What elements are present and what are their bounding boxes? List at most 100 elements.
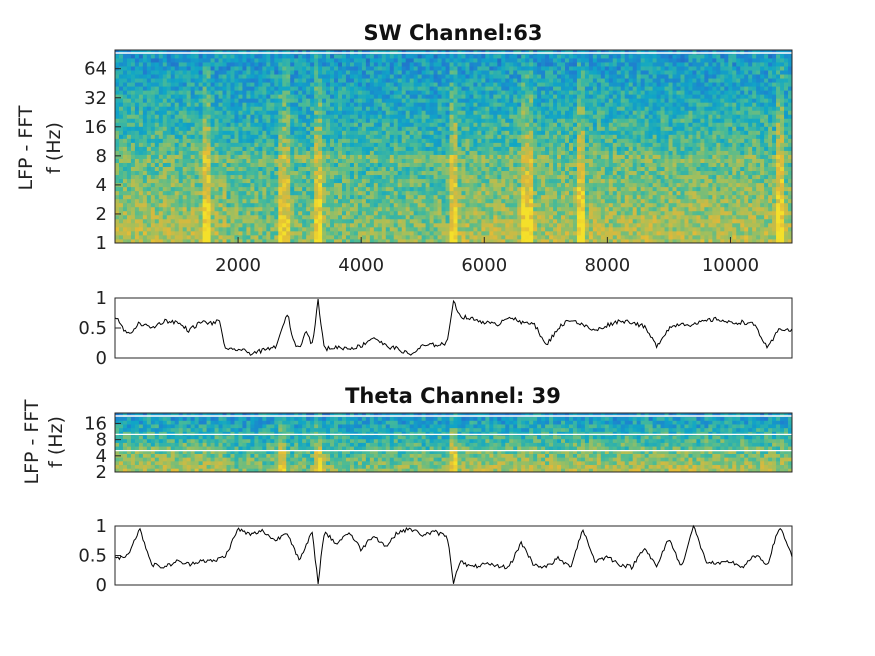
heatmap-cell bbox=[314, 174, 319, 180]
heatmap-cell bbox=[341, 78, 347, 83]
heatmap-cell bbox=[330, 150, 335, 155]
heatmap-cell bbox=[361, 202, 367, 208]
heatmap-cell bbox=[425, 66, 430, 71]
heatmap-cell bbox=[306, 94, 311, 99]
heatmap-cell bbox=[481, 90, 486, 95]
heatmap-cell bbox=[314, 54, 319, 59]
heatmap-cell bbox=[453, 78, 458, 83]
heatmap-cell bbox=[282, 190, 287, 196]
heatmap-cell bbox=[445, 230, 450, 236]
heatmap-cell bbox=[310, 154, 315, 159]
heatmap-cell bbox=[481, 154, 486, 159]
heatmap-cell bbox=[353, 102, 359, 107]
heatmap-cell bbox=[178, 98, 184, 103]
heatmap-cell bbox=[230, 238, 235, 244]
heatmap-cell bbox=[234, 222, 239, 228]
heatmap-cell bbox=[170, 82, 176, 87]
heatmap-cell bbox=[314, 198, 319, 204]
heatmap-cell bbox=[150, 182, 156, 188]
heatmap-cell bbox=[138, 174, 144, 180]
heatmap-cell bbox=[413, 90, 419, 95]
heatmap-cell bbox=[334, 234, 339, 240]
heatmap-cell bbox=[477, 218, 482, 224]
heatmap-cell bbox=[421, 86, 427, 91]
heatmap-cell bbox=[457, 190, 462, 196]
heatmap-cell bbox=[377, 226, 383, 232]
heatmap-cell bbox=[154, 82, 160, 87]
heatmap-cell bbox=[461, 134, 466, 139]
heatmap-cell bbox=[242, 82, 247, 87]
heatmap-cell bbox=[461, 226, 466, 232]
heatmap-cell bbox=[385, 62, 391, 67]
heatmap-cell bbox=[178, 130, 184, 135]
heatmap-cell bbox=[322, 206, 327, 212]
heatmap-cell bbox=[453, 222, 458, 228]
heatmap-cell bbox=[413, 86, 419, 91]
heatmap-cell bbox=[278, 214, 283, 220]
heatmap-cell bbox=[270, 226, 275, 232]
heatmap-cell bbox=[138, 210, 144, 216]
heatmap-cell bbox=[286, 98, 291, 103]
heatmap-cell bbox=[262, 130, 267, 135]
heatmap-cell bbox=[118, 158, 124, 163]
heatmap-cell bbox=[162, 218, 168, 224]
heatmap-cell bbox=[405, 122, 411, 127]
heatmap-cell bbox=[481, 94, 486, 99]
heatmap-cell bbox=[130, 62, 136, 67]
heatmap-cell bbox=[142, 122, 148, 127]
heatmap-cell bbox=[210, 174, 215, 180]
heatmap-cell bbox=[393, 102, 399, 107]
heatmap-cell bbox=[130, 74, 136, 79]
heatmap-cell bbox=[473, 170, 478, 176]
heatmap-cell bbox=[365, 90, 371, 95]
heatmap-cell bbox=[509, 82, 514, 87]
heatmap-cell bbox=[465, 218, 470, 224]
heatmap-cell bbox=[441, 154, 446, 159]
heatmap-cell bbox=[138, 118, 144, 123]
heatmap-cell bbox=[154, 78, 160, 83]
heatmap-cell bbox=[377, 214, 383, 220]
heatmap-cell bbox=[525, 222, 530, 228]
heatmap-cell bbox=[306, 154, 311, 159]
heatmap-cell bbox=[353, 134, 359, 139]
heatmap-cell bbox=[318, 194, 323, 200]
heatmap-cell bbox=[126, 190, 132, 196]
heatmap-cell bbox=[525, 130, 530, 135]
heatmap-cell bbox=[457, 194, 462, 200]
heatmap-cell bbox=[334, 206, 339, 212]
heatmap-cell bbox=[122, 190, 128, 196]
heatmap-cell bbox=[202, 174, 207, 180]
heatmap-cell bbox=[302, 62, 307, 67]
heatmap-cell bbox=[174, 226, 180, 232]
heatmap-cell bbox=[190, 90, 196, 95]
heatmap-cell bbox=[381, 154, 387, 159]
heatmap-cell bbox=[142, 118, 148, 123]
heatmap-cell bbox=[202, 182, 207, 188]
heatmap-cell bbox=[142, 238, 148, 244]
heatmap-cell bbox=[357, 174, 363, 180]
heatmap-cell bbox=[182, 66, 188, 71]
heatmap-cell bbox=[473, 110, 478, 115]
heatmap-cell bbox=[154, 146, 160, 151]
heatmap-cell bbox=[115, 50, 120, 55]
heatmap-cell bbox=[361, 142, 367, 147]
heatmap-cell bbox=[222, 62, 227, 67]
heatmap-cell bbox=[158, 174, 164, 180]
heatmap-cell bbox=[409, 74, 415, 79]
heatmap-cell bbox=[290, 146, 295, 151]
heatmap-cell bbox=[353, 170, 359, 176]
heatmap-cell bbox=[429, 206, 434, 212]
heatmap-cell bbox=[505, 154, 510, 159]
heatmap-cell bbox=[377, 82, 383, 87]
heatmap-cell bbox=[226, 130, 231, 135]
heatmap-cell bbox=[341, 130, 347, 135]
heatmap-cell bbox=[150, 98, 156, 103]
heatmap-cell bbox=[158, 50, 164, 55]
heatmap-cell bbox=[154, 190, 160, 196]
heatmap-cell bbox=[469, 190, 474, 196]
heatmap-cell bbox=[469, 90, 474, 95]
heatmap-cell bbox=[242, 66, 247, 71]
heatmap-cell bbox=[389, 90, 395, 95]
heatmap-cell bbox=[198, 82, 204, 87]
heatmap-cell bbox=[154, 194, 160, 200]
